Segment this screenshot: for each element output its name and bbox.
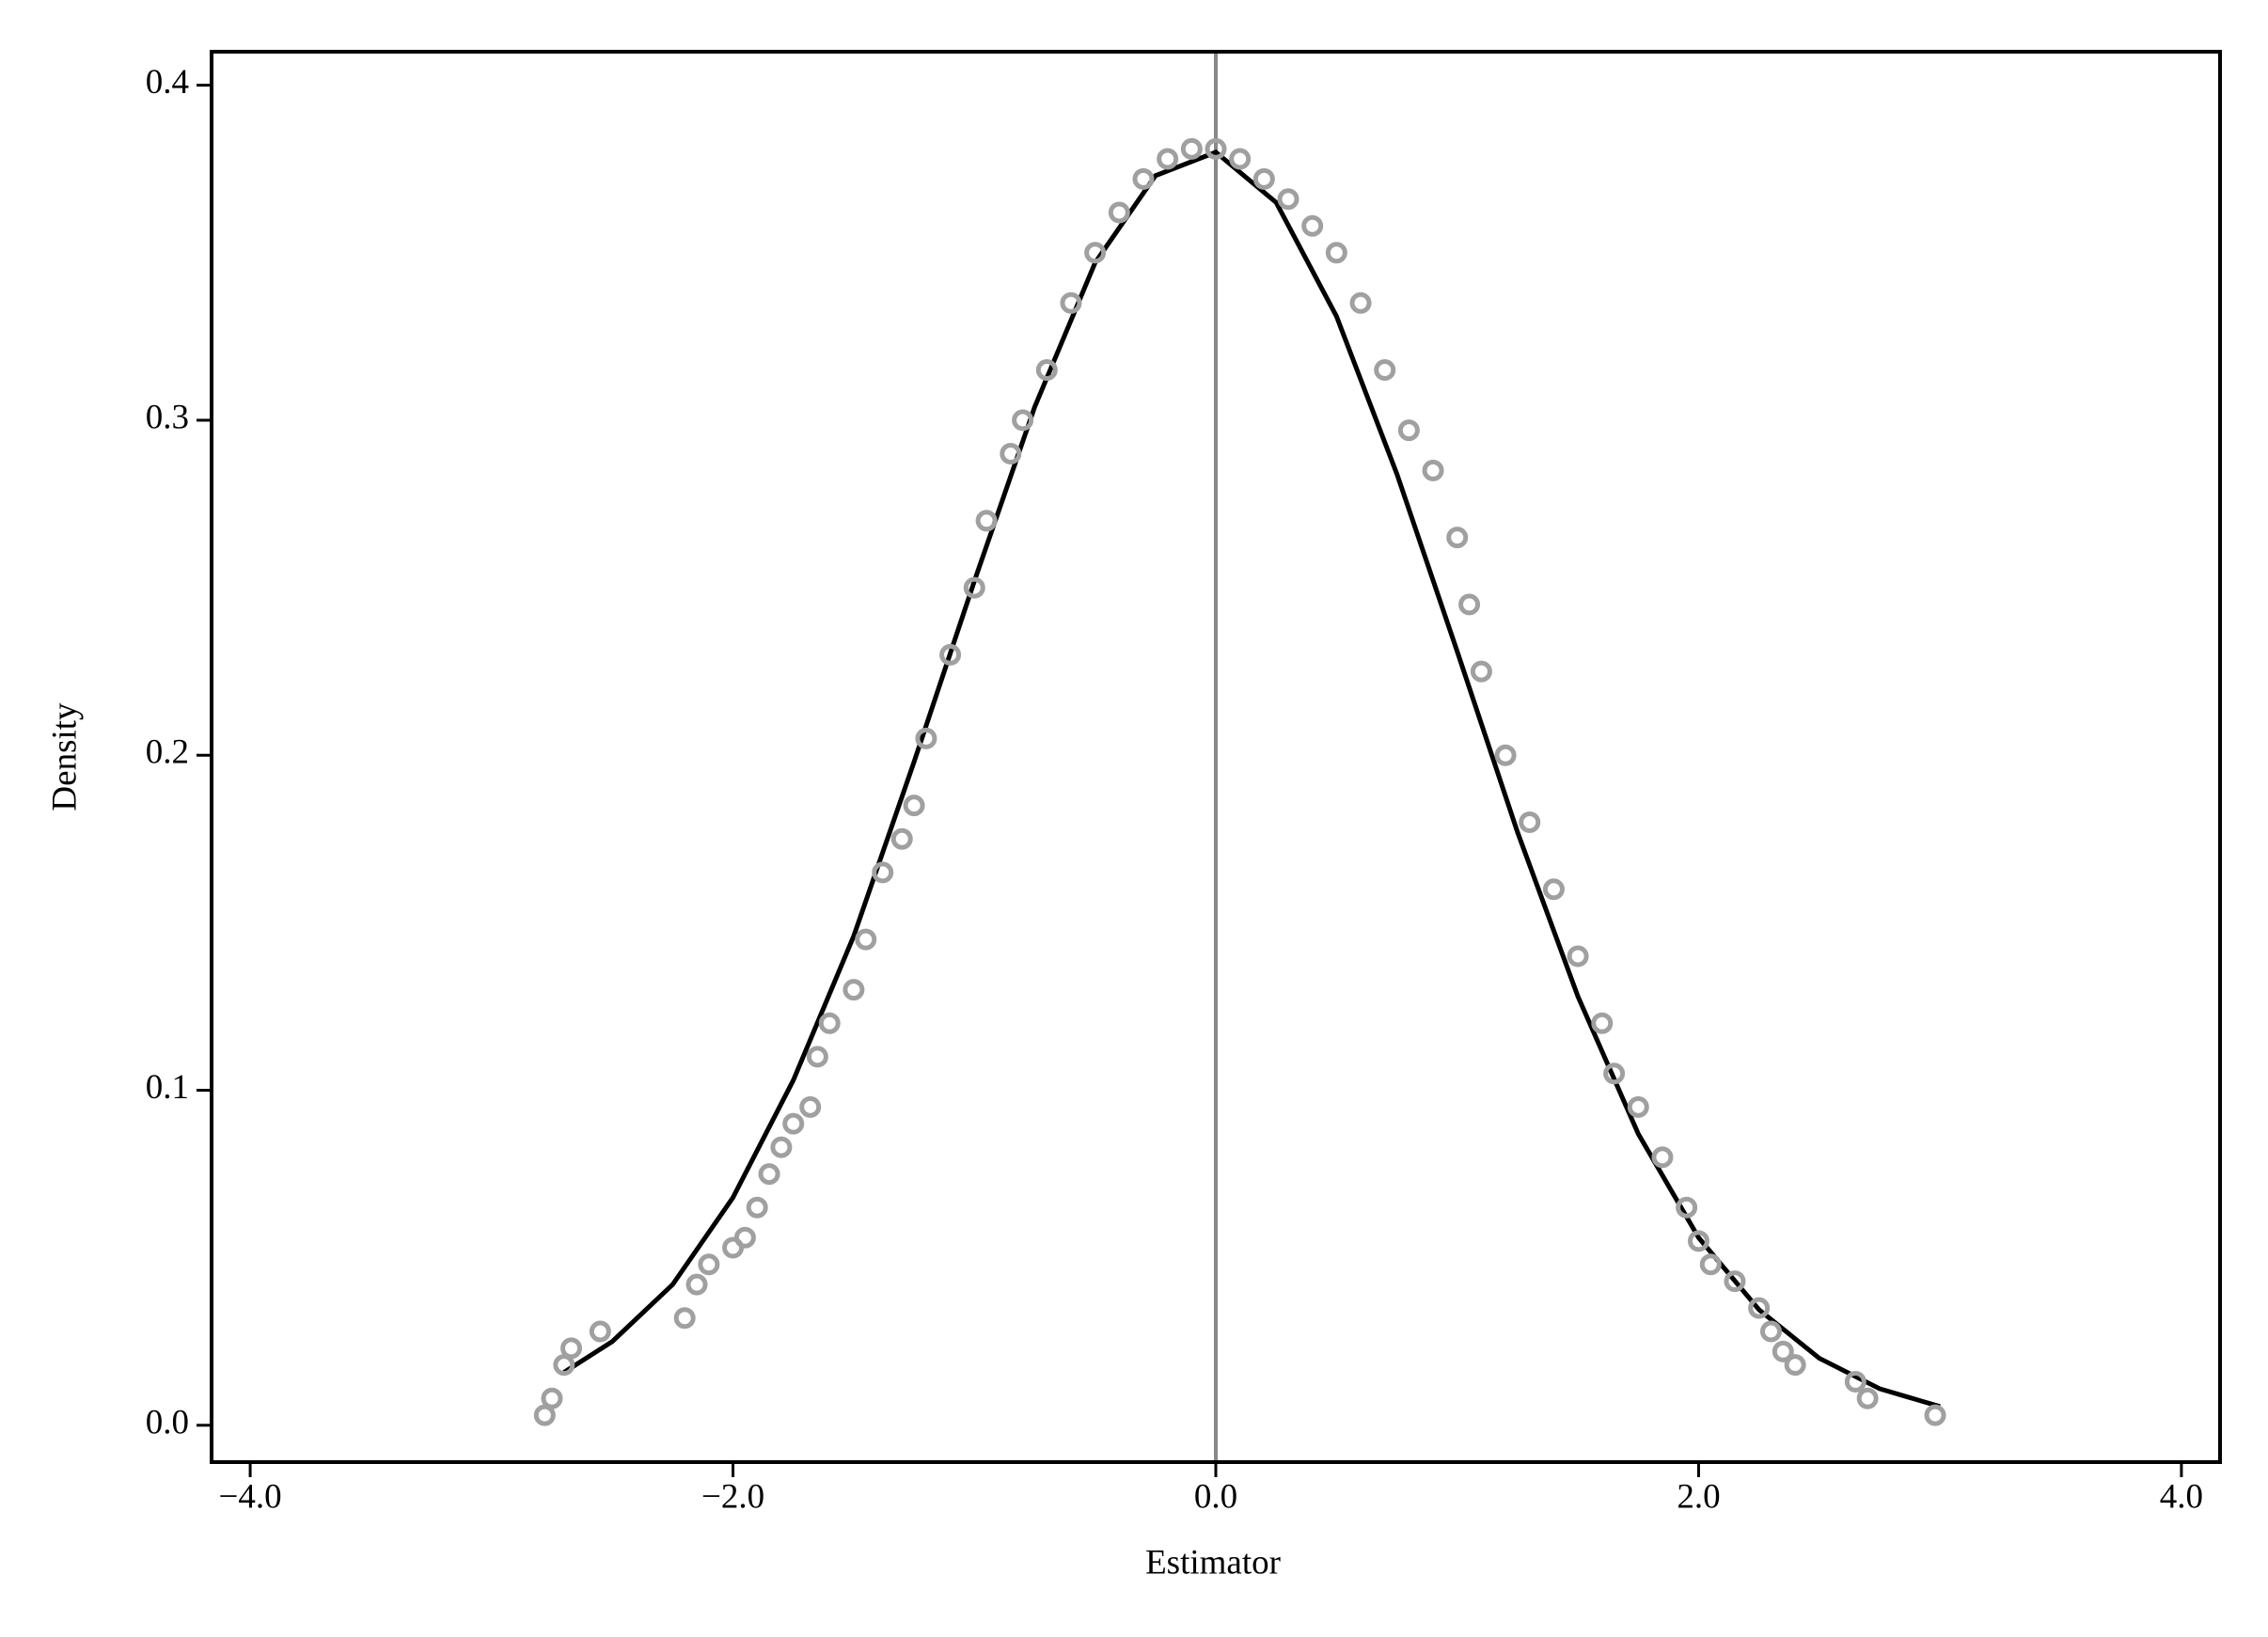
point: [818, 1012, 841, 1034]
point: [782, 1112, 805, 1135]
point: [1784, 1354, 1806, 1377]
y-tick-label: 0.1: [146, 1068, 189, 1107]
point: [758, 1163, 780, 1186]
point: [1157, 148, 1179, 170]
point: [673, 1307, 696, 1330]
point: [1494, 744, 1517, 766]
x-tick-label: −4.0: [219, 1477, 282, 1516]
point: [1301, 214, 1324, 237]
point: [733, 1226, 756, 1249]
point: [1325, 242, 1347, 264]
point: [1084, 242, 1107, 264]
point: [1060, 291, 1082, 314]
point: [541, 1387, 563, 1409]
point: [1374, 358, 1396, 381]
point: [903, 795, 925, 817]
point: [1759, 1320, 1782, 1343]
point: [1924, 1404, 1946, 1426]
point: [843, 979, 865, 1001]
point: [1252, 167, 1275, 190]
point: [1012, 409, 1034, 432]
point: [553, 1354, 575, 1377]
x-tick-label: −2.0: [701, 1477, 764, 1516]
point: [1651, 1146, 1674, 1169]
x-tick-label: 4.0: [2160, 1477, 2203, 1516]
point: [1687, 1230, 1709, 1252]
point: [963, 576, 985, 599]
point: [1277, 188, 1299, 211]
y-axis-label: Density: [45, 702, 84, 811]
point: [1844, 1370, 1866, 1393]
point: [1458, 593, 1481, 616]
point: [799, 1095, 822, 1118]
y-tick-label: 0.4: [146, 63, 189, 102]
point: [1772, 1340, 1794, 1362]
point: [1699, 1253, 1722, 1276]
point: [1205, 137, 1227, 160]
x-tick-label: 0.0: [1194, 1477, 1237, 1516]
y-tick-label: 0.0: [146, 1403, 189, 1441]
point: [533, 1404, 556, 1426]
point: [1542, 878, 1565, 901]
point: [1676, 1196, 1698, 1219]
point: [939, 643, 962, 666]
point: [1603, 1062, 1626, 1085]
point: [1470, 660, 1492, 683]
y-tick-label: 0.2: [146, 733, 189, 772]
point: [685, 1273, 708, 1296]
x-tick-label: 2.0: [1677, 1477, 1720, 1516]
point: [1349, 291, 1372, 314]
point: [770, 1136, 793, 1158]
x-axis-label: Estimator: [1145, 1543, 1281, 1582]
point: [746, 1196, 768, 1219]
point: [1229, 148, 1252, 170]
point: [1856, 1387, 1879, 1409]
point: [1180, 137, 1203, 160]
point: [855, 928, 877, 951]
point: [975, 510, 998, 532]
point: [1519, 811, 1541, 833]
point: [915, 727, 937, 749]
point: [1446, 527, 1469, 549]
point: [1422, 459, 1444, 481]
point: [1748, 1297, 1771, 1319]
point: [560, 1337, 583, 1360]
point: [806, 1046, 828, 1068]
point: [1591, 1012, 1614, 1034]
point: [1567, 945, 1589, 968]
point: [1132, 167, 1155, 190]
point: [1397, 419, 1420, 442]
point: [1724, 1270, 1746, 1293]
point: [1627, 1095, 1649, 1118]
point: [1108, 201, 1130, 224]
point: [872, 861, 894, 884]
point: [589, 1320, 611, 1343]
point: [1035, 358, 1058, 381]
density-line: [562, 150, 1941, 1409]
point: [890, 827, 913, 850]
point: [1000, 443, 1022, 465]
y-tick-label: 0.3: [146, 398, 189, 436]
point: [698, 1253, 720, 1276]
plot-frame: [210, 50, 2222, 1464]
